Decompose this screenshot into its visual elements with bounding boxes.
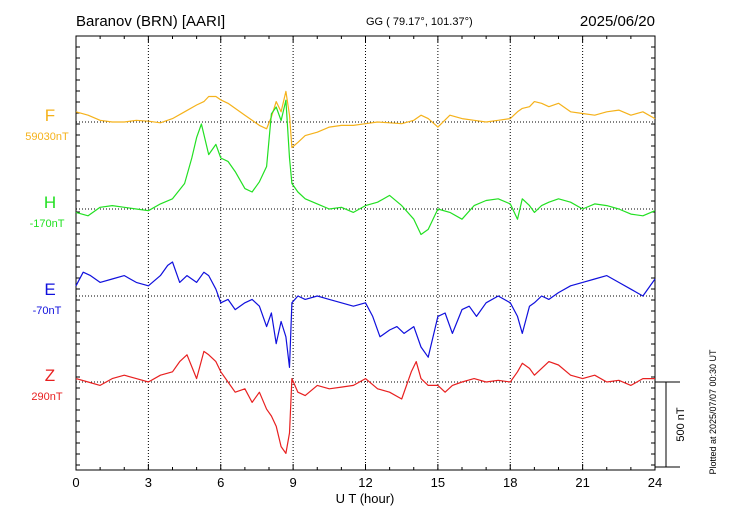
x-tick-labels: 0 3 6 9 12 15 18 21 24 <box>72 475 662 490</box>
x-axis-label: U T (hour) <box>336 491 395 506</box>
x-tick-label: 6 <box>217 475 224 490</box>
x-tick-label: 15 <box>431 475 445 490</box>
scale-bar-label: 500 nT <box>675 407 687 442</box>
series-h-line <box>75 99 656 236</box>
x-tick-label: 3 <box>145 475 152 490</box>
series-labels: F 59030nT H -170nT E -70nT Z 290nT <box>25 106 69 403</box>
date-label: 2025/06/20 <box>580 13 655 30</box>
series-e-baseline: -70nT <box>33 305 62 317</box>
scale-bar <box>655 381 680 468</box>
x-tick-label: 9 <box>290 475 297 490</box>
plotted-at-label: Plotted at 2025/07/07 00:30 UT <box>708 349 718 475</box>
x-tick-label: 21 <box>575 475 589 490</box>
x-tick-label: 24 <box>648 475 662 490</box>
axis-ticks <box>75 36 656 470</box>
station-coordinates: GG ( 79.17°, 101.37°) <box>366 16 473 28</box>
series-z-baseline: 290nT <box>31 391 62 403</box>
x-tick-label: 12 <box>358 475 372 490</box>
series-f-baseline: 59030nT <box>25 131 69 143</box>
series-f-line <box>75 90 656 149</box>
x-tick-label: 0 <box>72 475 79 490</box>
series-h-baseline: -170nT <box>30 218 65 230</box>
series-e-line <box>75 261 656 368</box>
grid <box>76 36 655 470</box>
series-e-name: E <box>44 280 55 299</box>
station-title: Baranov (BRN) [AARI] <box>76 13 225 30</box>
series-z-name: Z <box>45 366 55 385</box>
x-tick-label: 18 <box>503 475 517 490</box>
series-z-line <box>75 350 655 454</box>
series-lines <box>75 90 656 454</box>
series-h-name: H <box>44 193 56 212</box>
series-f-name: F <box>45 106 55 125</box>
